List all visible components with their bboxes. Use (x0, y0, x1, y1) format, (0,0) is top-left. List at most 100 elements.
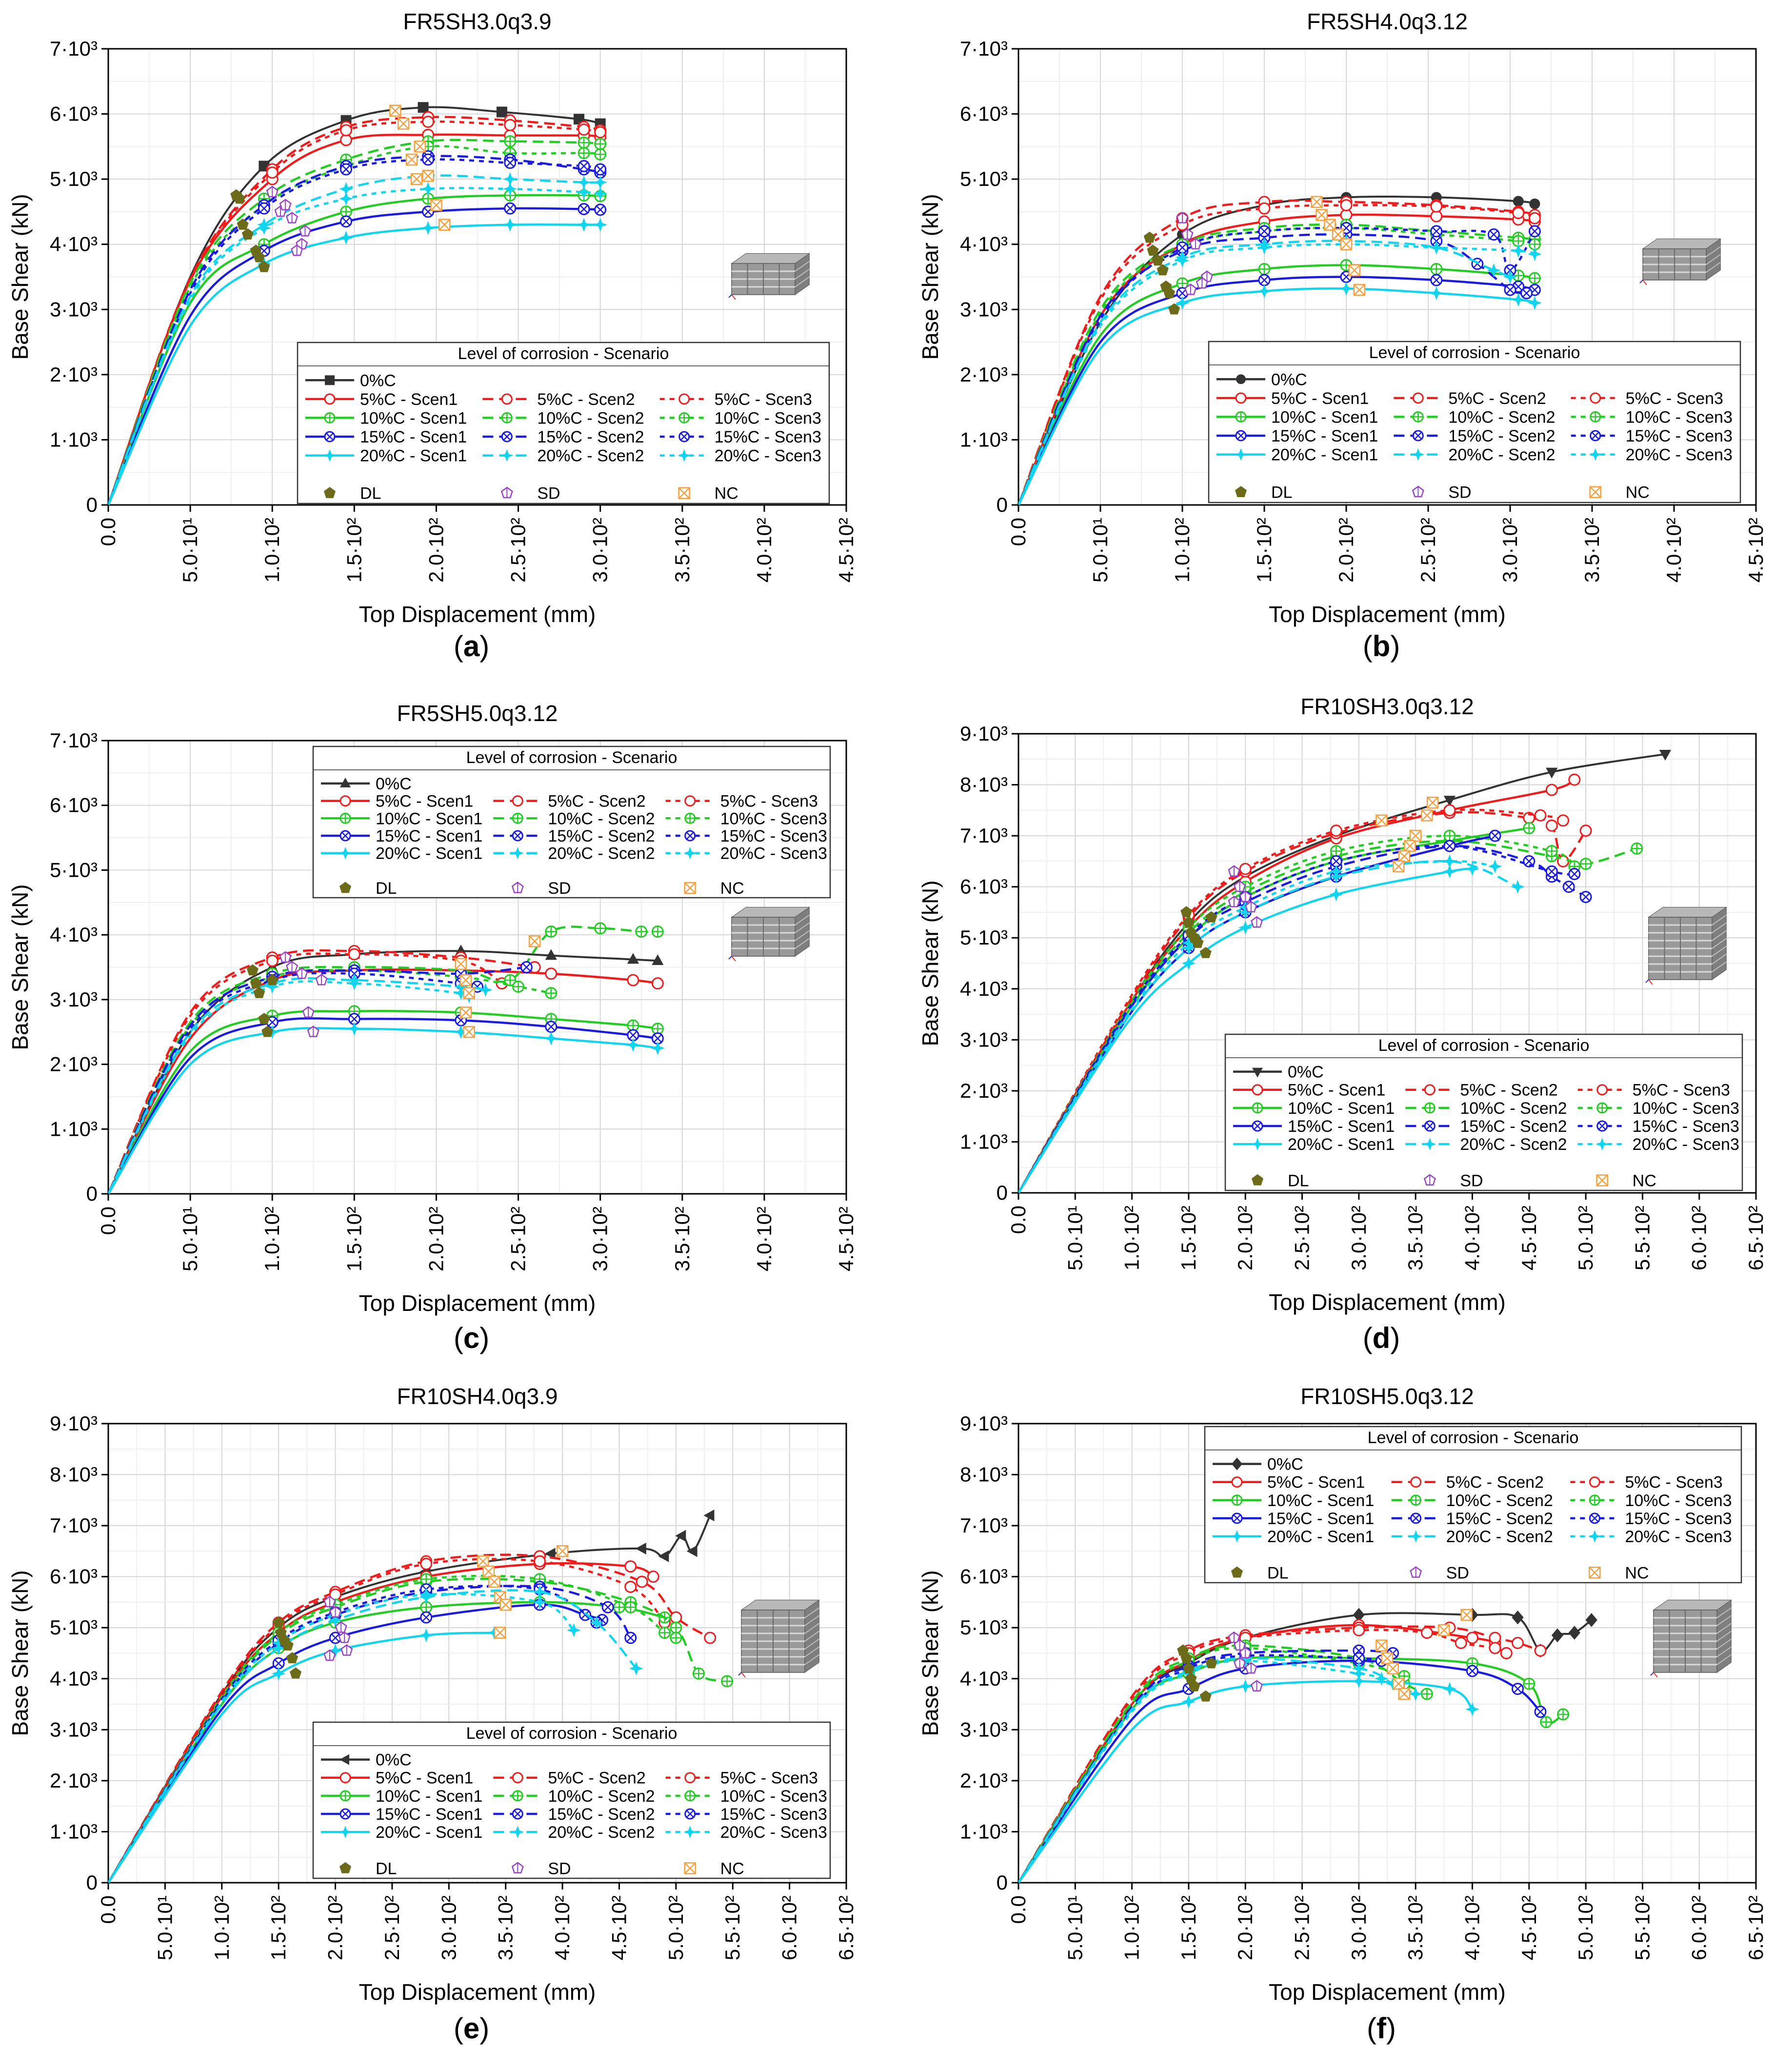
x-axis-label: Top Displacement (mm) (1269, 1289, 1506, 1315)
legend-marker (1589, 1567, 1601, 1579)
limit-state-nc (1409, 829, 1422, 842)
data-point (504, 119, 517, 131)
legend-marker (339, 1790, 351, 1802)
data-point (422, 205, 435, 218)
legend-label: 10%C - Scen2 (537, 409, 644, 427)
x-tick-label: 5.0·10² (1574, 1206, 1597, 1270)
limit-state-sd (340, 1644, 353, 1656)
y-tick-label: 6·10³ (50, 102, 98, 125)
y-tick-label: 2·10³ (50, 363, 98, 386)
data-point (593, 186, 607, 201)
limit-state-nc (459, 974, 472, 986)
legend-label: 20%C - Scen2 (537, 447, 644, 465)
legend-marker (1423, 1174, 1436, 1186)
panel-caption-text: (a) (454, 630, 489, 663)
legend-label: 5%C - Scen3 (720, 1769, 818, 1788)
data-point (258, 202, 270, 215)
y-tick-label: 1·10³ (960, 1130, 1008, 1153)
y-tick-label: 0 (86, 1182, 98, 1205)
legend-entry: 15%C - Scen3 (665, 827, 827, 845)
data-point (624, 1631, 637, 1644)
data-point (1659, 750, 1672, 761)
panel-caption-text: (e) (454, 2012, 489, 2045)
legend-entry: 15%C - Scen1 (321, 827, 482, 845)
data-point (601, 1601, 614, 1613)
data-point (1181, 1667, 1196, 1681)
legend-marker (501, 393, 513, 405)
data-point (1443, 829, 1456, 842)
legend-entry: 10%C - Scen2 (482, 409, 644, 427)
limit-state-nc (1316, 209, 1328, 221)
limit-state-dl (1205, 911, 1217, 923)
building-thumbnail (1639, 238, 1721, 285)
data-point (578, 203, 590, 216)
data-point (1238, 900, 1253, 914)
panel-caption: (e) (454, 2012, 489, 2045)
data-point (1487, 263, 1501, 278)
limit-state-nc (1404, 840, 1416, 852)
limit-state-nc (1311, 196, 1323, 208)
legend-entry: 5%C - Scen3 (1577, 1081, 1730, 1100)
legend-marker (1231, 1530, 1243, 1543)
legend-label: 20%C - Scen2 (548, 1823, 655, 1842)
y-tick-label: 3·10³ (960, 1028, 1008, 1051)
legend-label: SD (537, 484, 560, 503)
data-point (578, 160, 590, 172)
legend-entry: NC (684, 1859, 744, 1878)
y-tick-label: 3·10³ (50, 1718, 98, 1741)
limit-state-sd (266, 185, 279, 198)
data-point (340, 215, 353, 228)
legend-entry: 20%C - Scen3 (665, 1823, 827, 1842)
series-line-0c (108, 1515, 711, 1883)
series-line-20c-scen2 (1018, 1657, 1416, 1883)
legend-label: 15%C - Scen2 (1446, 1509, 1553, 1528)
data-point (1181, 1694, 1196, 1709)
data-point (1528, 296, 1542, 310)
data-point (593, 175, 607, 190)
limit-state-sd (323, 1649, 336, 1661)
limit-state-sd (286, 961, 299, 973)
legend-entry: 10%C - Scen1 (1217, 408, 1378, 426)
data-point (533, 1585, 547, 1599)
legend-label: 10%C - Scen1 (376, 1787, 482, 1806)
legend-marker (1236, 374, 1246, 384)
data-point (627, 974, 639, 986)
limit-state-sd (329, 1606, 341, 1618)
legend-label: 20%C - Scen1 (1271, 446, 1378, 464)
panel-caption: (c) (454, 1322, 489, 1354)
x-tick-label: 3.5·10² (1404, 1895, 1427, 1960)
x-tick-label: 3.5·10² (494, 1895, 517, 1960)
data-point (658, 1550, 669, 1562)
plot-frame (1017, 733, 1757, 1194)
data-point (1511, 243, 1526, 258)
x-tick-label: 1.0·10² (1120, 1206, 1143, 1270)
legend-marker (339, 812, 351, 824)
legend-marker (1235, 430, 1247, 442)
x-tick-label: 3.5·10² (1580, 518, 1603, 583)
x-tick-label: 1.5·10² (342, 1207, 365, 1271)
legend-marker (684, 812, 696, 824)
legend-marker (1412, 392, 1424, 404)
data-point (1546, 767, 1558, 779)
legend-marker (1423, 1138, 1436, 1151)
legend-entry: SD (1423, 1171, 1483, 1190)
y-tick-label: 5·10³ (960, 926, 1008, 949)
legend-marker (324, 412, 336, 423)
x-axis-label: Top Displacement (mm) (359, 1290, 596, 1316)
data-point (503, 172, 518, 186)
limit-state-nc (422, 170, 434, 182)
legend-entry: DL (339, 879, 397, 898)
data-point (627, 953, 639, 964)
legend-entry: 15%C - Scen3 (1577, 1117, 1739, 1136)
data-point (545, 925, 558, 938)
legend-entry: 10%C - Scen2 (1391, 1491, 1553, 1510)
y-tick-label: 8·10³ (960, 1463, 1008, 1486)
limit-state-sd (302, 1006, 315, 1018)
data-point (577, 175, 591, 190)
y-axis-label: Base Shear (kN) (7, 1570, 33, 1736)
series-line-10c-scen2 (108, 925, 658, 1194)
chart-panel-e: 0.0 5.0·10¹ 1.0·10² 1.5·10² 2.0·10² 2.5·10² 3.… (7, 1384, 858, 2045)
data-point (577, 218, 591, 232)
legend-box (1208, 341, 1741, 503)
